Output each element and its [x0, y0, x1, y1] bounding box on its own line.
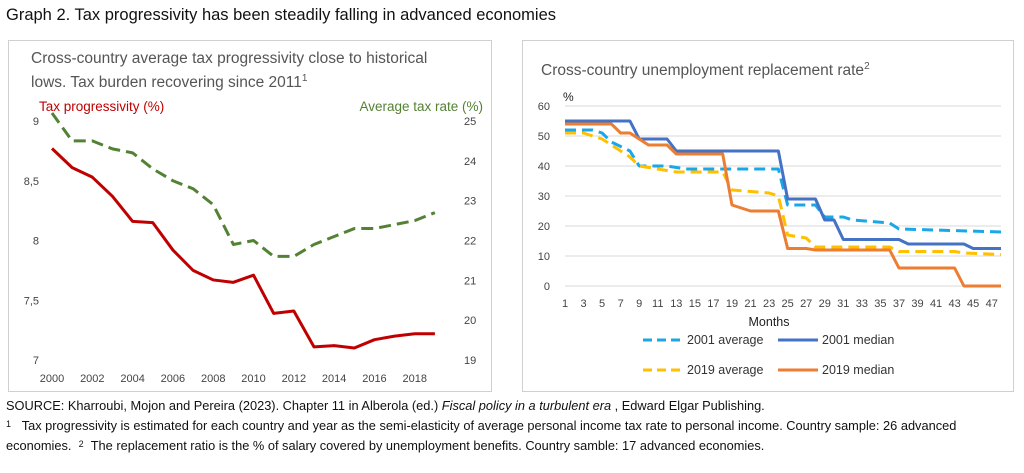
tax-progressivity-chart: 7 7,5 8 8,5 9 19 20 21 22 23 24 25 2000 2002 2004 2006 2… [24, 99, 483, 385]
y-tick-label: 20 [538, 221, 550, 233]
legend-label-2001-median: 2001 median [822, 333, 894, 347]
left-chart-title: Cross-country average tax progressivity … [31, 49, 431, 93]
footnote-1: 1 Tax progressivity is estimated for eac… [6, 416, 1018, 456]
y-left-tick-label: 8 [33, 236, 39, 248]
footnote-2-text: The replacement ratio is the % of salary… [90, 438, 765, 453]
x-tick-label: 31 [837, 298, 849, 310]
legend-label-2019-average: 2019 average [687, 363, 764, 377]
series-line-average-tax-rate [50, 112, 436, 258]
y-tick-label: 50 [538, 131, 550, 143]
x-tick-label: 15 [689, 298, 701, 310]
x-tick-label: 5 [599, 298, 605, 310]
series-line-2001-median [565, 119, 1001, 250]
right-chart-title-footnote: 2 [864, 61, 870, 72]
y-tick-label: 0 [544, 281, 550, 293]
source-line: SOURCE: Kharroubi, Mojon and Pereira (20… [6, 396, 1018, 416]
x-tick-label: 2010 [241, 373, 265, 385]
y-right-tick-label: 22 [464, 236, 476, 248]
x-tick-label: 2006 [161, 373, 185, 385]
x-tick-label: 3 [580, 298, 586, 310]
x-axis-label: Months [749, 315, 790, 329]
x-tick-label: 2008 [201, 373, 225, 385]
left-chart-panel: Cross-country average tax progressivity … [8, 40, 492, 392]
legend-label-2019-median: 2019 median [822, 363, 894, 377]
y-tick-label: 60 [538, 101, 550, 113]
legend-tax-progressivity: Tax progressivity (%) [39, 99, 164, 114]
footnote-1-marker: 1 [6, 419, 12, 429]
y-right-tick-label: 25 [464, 116, 476, 128]
x-tick-label: 23 [763, 298, 775, 310]
x-tick-label: 43 [948, 298, 960, 310]
x-tick-label: 2004 [120, 373, 144, 385]
legend-average-tax-rate: Average tax rate (%) [359, 99, 483, 114]
x-tick-label: 9 [636, 298, 642, 310]
x-tick-label: 33 [856, 298, 868, 310]
x-tick-label: 29 [819, 298, 831, 310]
x-tick-label: 35 [874, 298, 886, 310]
x-tick-label: 21 [744, 298, 756, 310]
x-tick-label: 2002 [80, 373, 104, 385]
series-line-2001-average [565, 128, 1002, 234]
right-chart-title-text: Cross-country unemployment replacement r… [541, 62, 865, 80]
y-tick-label: 40 [538, 161, 550, 173]
y-left-tick-label: 9 [33, 116, 39, 128]
y-right-tick-label: 24 [464, 156, 476, 168]
x-tick-label: 2012 [282, 373, 306, 385]
y-right-tick-label: 20 [464, 315, 476, 327]
x-tick-label: 19 [726, 298, 738, 310]
y-tick-label: 10 [538, 251, 550, 263]
y-tick-label: 30 [538, 191, 550, 203]
series-line-2019-median [565, 122, 1001, 288]
source-notes: SOURCE: Kharroubi, Mojon and Pereira (20… [6, 396, 1018, 456]
y-left-tick-label: 7,5 [24, 295, 39, 307]
y-right-tick-label: 21 [464, 275, 476, 287]
x-tick-label: 7 [618, 298, 624, 310]
source-prefix: SOURCE: Kharroubi, Mojon and Pereira (20… [6, 398, 442, 413]
left-chart-title-text: Cross-country average tax progressivity … [31, 50, 428, 92]
graph-title: Graph 2. Tax progressivity has been stea… [6, 6, 557, 24]
x-tick-label: 41 [930, 298, 942, 310]
x-tick-label: 13 [670, 298, 682, 310]
y-right-tick-label: 23 [464, 196, 476, 208]
y-axis-label: % [563, 90, 574, 104]
series-line-tax-progressivity [50, 147, 435, 350]
y-left-tick-label: 7 [33, 355, 39, 367]
right-chart-title: Cross-country unemployment replacement r… [541, 57, 870, 81]
x-tick-label: 1 [562, 298, 568, 310]
right-chart-panel: Cross-country unemployment replacement r… [522, 40, 1014, 392]
x-tick-label: 2016 [362, 373, 386, 385]
source-book-title: Fiscal policy in a turbulent era [441, 398, 612, 413]
source-suffix: , Edward Elgar Publishing. [611, 398, 765, 413]
x-tick-label: 37 [893, 298, 905, 310]
x-tick-label: 2014 [322, 373, 346, 385]
x-tick-label: 27 [800, 298, 812, 310]
x-tick-label: 11 [652, 298, 663, 310]
x-tick-label: 17 [707, 298, 719, 310]
left-chart-title-footnote: 1 [301, 73, 308, 84]
x-tick-label: 39 [911, 298, 923, 310]
footnote-2-marker: 2 [78, 439, 84, 449]
x-tick-label: 25 [782, 298, 794, 310]
legend-label-2001-average: 2001 average [687, 333, 764, 347]
footnote-1-text: Tax progressivity is estimated for each … [6, 418, 957, 453]
x-tick-label: 2018 [403, 373, 427, 385]
x-tick-label: 47 [986, 298, 998, 310]
x-tick-label: 45 [967, 298, 979, 310]
y-left-tick-label: 8,5 [24, 176, 39, 188]
x-tick-label: 2000 [40, 373, 64, 385]
y-right-tick-label: 19 [464, 355, 476, 367]
